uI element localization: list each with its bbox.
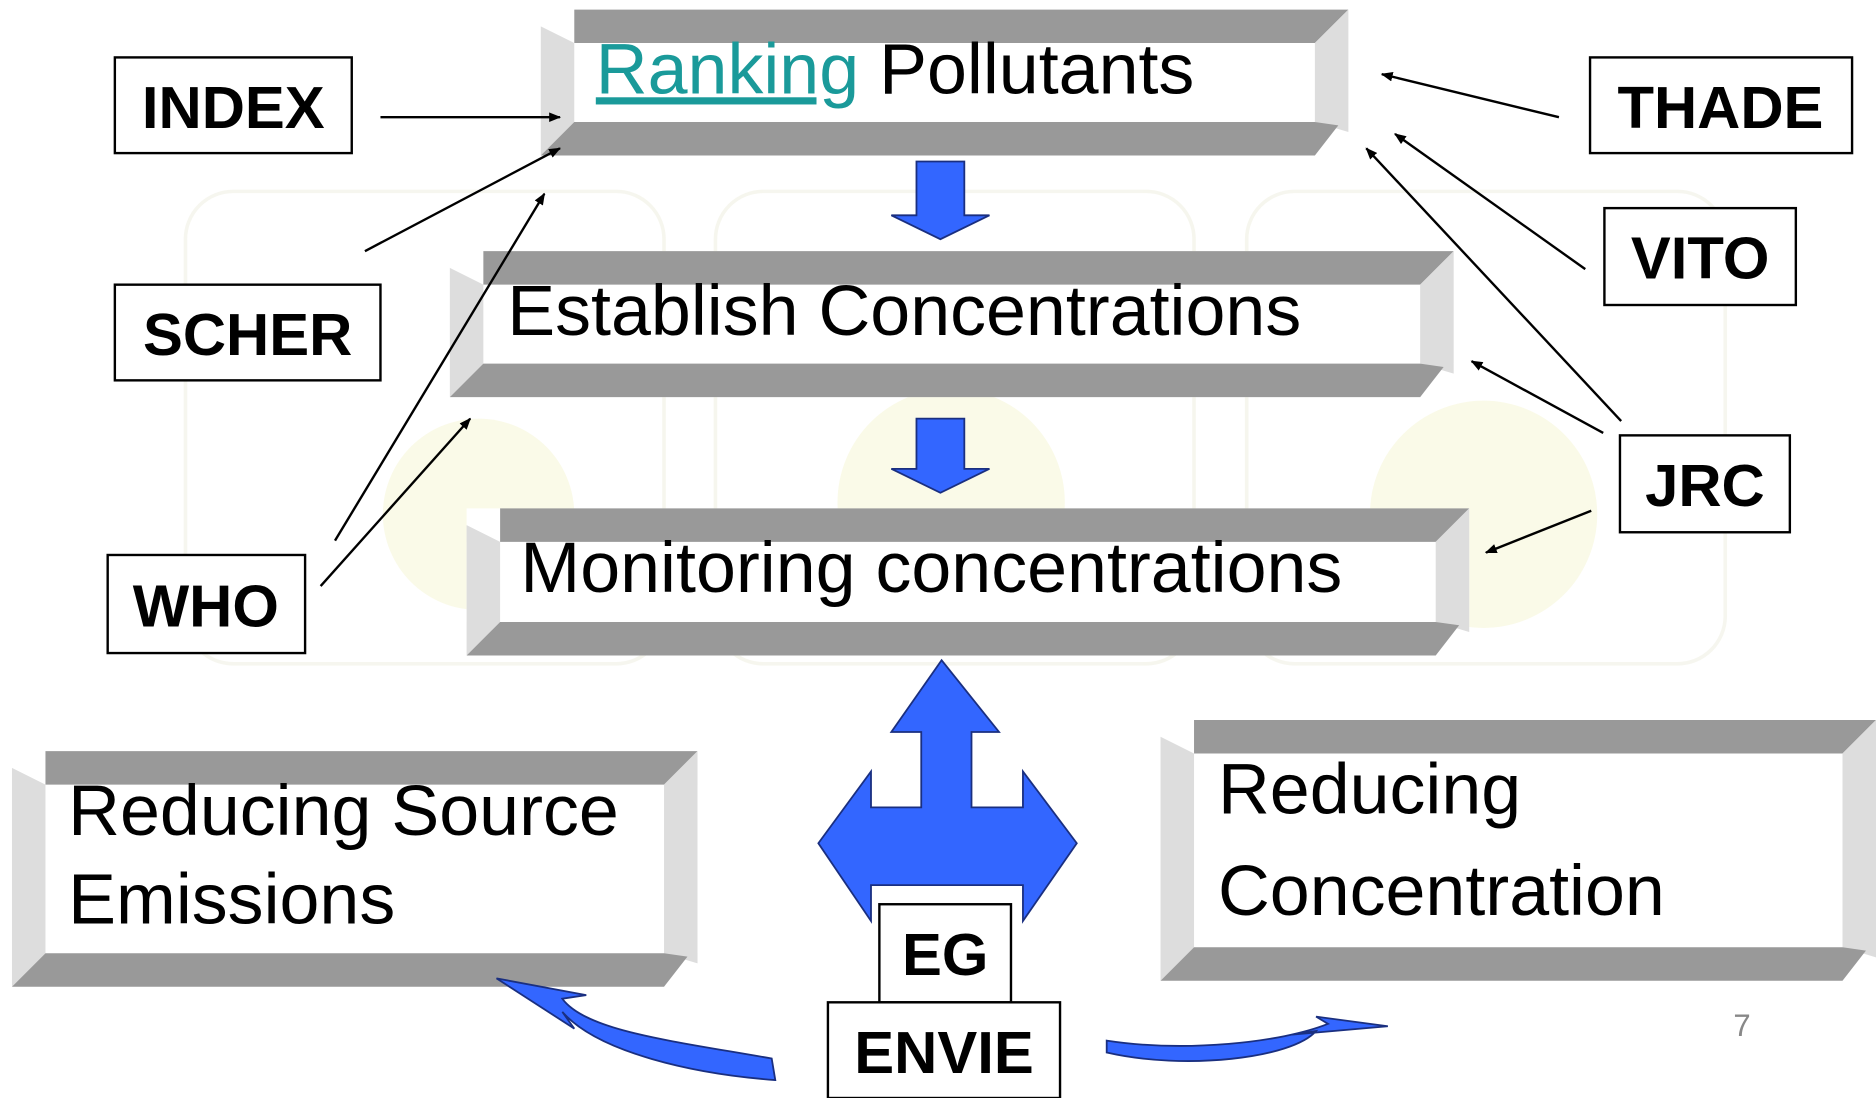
outcome: Reducing Source (68, 771, 619, 851)
bevel-face (12, 768, 46, 987)
slide: Ranking Pollutants Establish Concentrati… (0, 0, 1876, 1098)
bevel-face (467, 622, 1460, 655)
outcome: Concentration (1218, 851, 1665, 931)
outcome: Emissions (68, 859, 395, 939)
step-text: Pollutants (879, 29, 1194, 109)
bevel-face (664, 751, 698, 963)
bevel-face (12, 953, 688, 986)
agency: JRC (1645, 452, 1765, 519)
agency: SCHER (143, 301, 352, 368)
group: EG (902, 921, 988, 988)
agency: INDEX (142, 74, 325, 141)
page-number: 7 (1733, 1008, 1750, 1043)
step: Monitoring concentrations (520, 528, 1342, 608)
agency: VITO (1631, 225, 1769, 292)
step: Establish Concentrations (507, 271, 1301, 351)
bevel-face (541, 122, 1339, 155)
agency: WHO (133, 573, 279, 640)
link[interactable]: Ranking (596, 29, 859, 109)
bevel-face (1161, 737, 1195, 981)
page: {"top_step":{"link":"Ranking","text":"Po… (0, 0, 1876, 1098)
outcome: Reducing (1218, 749, 1521, 829)
bevel-face (450, 364, 1444, 397)
top-step: Ranking Pollutants (596, 29, 1195, 109)
agency: THADE (1617, 74, 1823, 141)
group: ENVIE (854, 1019, 1033, 1086)
bevel-face (1843, 720, 1876, 957)
bevel-face (1161, 947, 1866, 980)
